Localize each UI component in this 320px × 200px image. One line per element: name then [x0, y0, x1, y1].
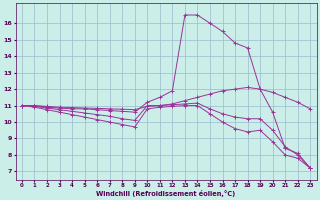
X-axis label: Windchill (Refroidissement éolien,°C): Windchill (Refroidissement éolien,°C) — [97, 190, 236, 197]
